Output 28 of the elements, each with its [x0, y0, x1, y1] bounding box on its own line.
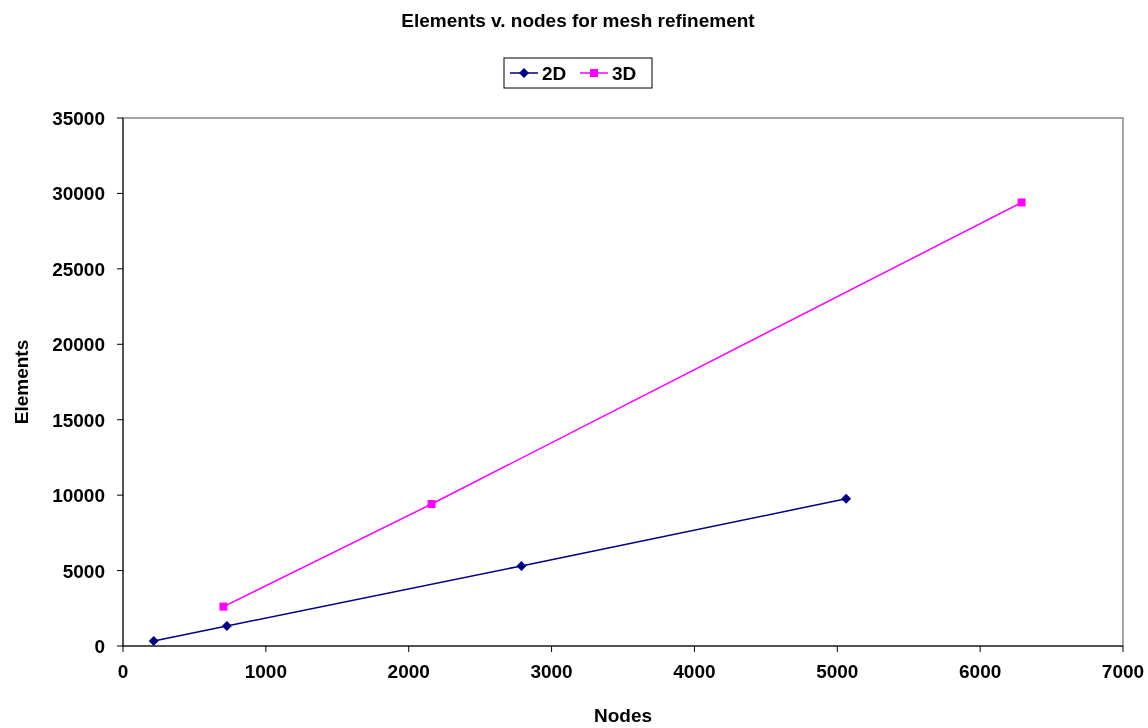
x-tick-label: 2000 — [387, 661, 430, 682]
y-tick-label: 15000 — [52, 409, 105, 431]
point — [148, 636, 159, 647]
x-tick-label: 6000 — [959, 661, 1002, 682]
x-tick-label: 7000 — [1101, 661, 1145, 682]
y-axis-title: Elements — [11, 339, 32, 425]
point — [427, 500, 436, 509]
legend-label: 3D — [612, 63, 637, 84]
x-tick-label: 5000 — [816, 661, 859, 682]
y-tick-label: 25000 — [52, 258, 105, 280]
x-tick-label: 1000 — [244, 661, 287, 682]
point — [221, 620, 232, 631]
y-tick-label: 5000 — [62, 560, 105, 582]
y-tick-label: 10000 — [52, 485, 105, 507]
legend-label: 2D — [542, 63, 567, 84]
x-tick-label: 4000 — [673, 661, 716, 682]
x-tick-label: 0 — [117, 661, 129, 682]
point — [219, 602, 228, 611]
y-tick-label: 0 — [94, 636, 105, 657]
y-tick-label: 35000 — [52, 108, 105, 129]
chart-title: Elements v. nodes for mesh refinement — [401, 10, 756, 31]
x-tick-label: 3000 — [530, 661, 573, 682]
x-axis-title: Nodes — [593, 705, 653, 726]
point — [516, 560, 527, 571]
point — [1017, 198, 1026, 207]
y-tick-label: 30000 — [52, 183, 105, 205]
point — [841, 493, 852, 504]
y-tick-label: 20000 — [52, 334, 105, 356]
